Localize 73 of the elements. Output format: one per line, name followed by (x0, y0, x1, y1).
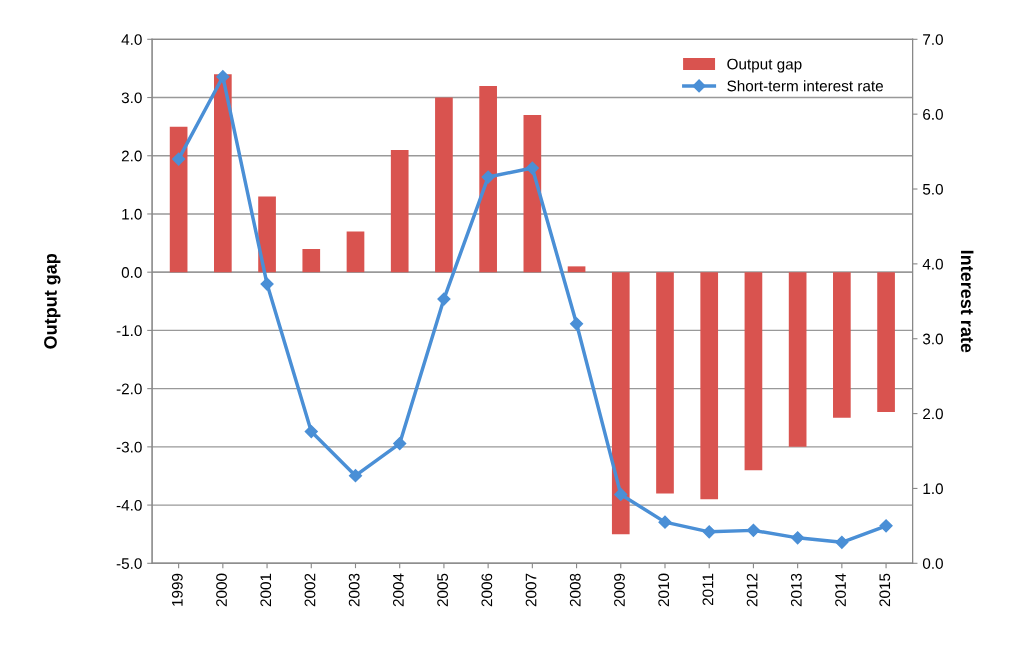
point (835, 535, 849, 549)
point (614, 487, 628, 502)
point (216, 70, 230, 84)
x-tick-label: 2010 (658, 573, 670, 607)
y-tick-label: -4.0 (116, 499, 142, 511)
bar (656, 272, 674, 494)
x-tick-label: 2015 (879, 573, 891, 607)
y2-tick-label: 3.0 (922, 333, 943, 345)
point (525, 161, 539, 175)
y2-tick-label: 5.0 (922, 183, 943, 195)
x-tick-label: 1999 (171, 573, 183, 606)
y2-axis-title: Interest rate (960, 250, 974, 353)
x-tick-label: 2006 (481, 573, 493, 607)
bar (302, 248, 321, 273)
bar (435, 97, 453, 273)
y-tick-label: -2.0 (116, 383, 142, 395)
x-tick-label: 2012 (746, 573, 758, 607)
x-tick-label: 2004 (392, 573, 404, 607)
y-tick-label: 0.0 (121, 267, 142, 278)
point (348, 469, 363, 483)
point (172, 152, 186, 166)
bar (744, 272, 763, 471)
x-tick-label: 2013 (790, 573, 802, 607)
bar (169, 126, 188, 273)
point (437, 292, 451, 306)
y2-tick-label: 6.0 (923, 109, 943, 120)
bar (567, 266, 586, 273)
y2-tick-label: 4.0 (922, 258, 943, 270)
y2-tick-label: 2.0 (923, 408, 943, 420)
bar (523, 114, 542, 273)
y-tick-label: 3.0 (121, 92, 142, 104)
point (746, 523, 761, 537)
x-tick-label: 2007 (525, 573, 537, 607)
x-tick-label: 2009 (614, 573, 625, 607)
x-tick-label: 2002 (304, 573, 316, 607)
legend-label: Output gap (727, 58, 802, 73)
point (791, 531, 805, 545)
point (481, 170, 495, 184)
bar (479, 85, 497, 273)
point (879, 519, 893, 533)
y-tick-label: -5.0 (116, 558, 142, 569)
bar (700, 272, 719, 500)
y-tick-label: -1.0 (116, 325, 142, 337)
x-tick-label: 2008 (569, 573, 581, 607)
y-axis-title: Output gap (44, 253, 61, 349)
bar (611, 272, 630, 535)
y2-tick-label: 0.0 (922, 558, 943, 569)
y-tick-label: -3.0 (116, 441, 142, 453)
point (393, 436, 407, 451)
x-tick-label: 2000 (216, 573, 227, 607)
point (702, 525, 716, 539)
bar (214, 74, 232, 273)
point (658, 515, 672, 529)
bar (390, 149, 409, 273)
point (569, 317, 584, 331)
x-tick-label: 2001 (260, 573, 272, 607)
x-tick-label: 2014 (835, 573, 846, 607)
y2-tick-label: 7.0 (923, 34, 943, 45)
y2-tick-label: 1.0 (923, 483, 943, 495)
y-tick-label: 1.0 (122, 208, 142, 220)
x-tick-label: 2003 (348, 573, 360, 607)
bar (877, 272, 895, 412)
bar (346, 231, 365, 273)
legend-label: Short-term interest rate (727, 80, 883, 92)
point (260, 277, 274, 291)
y-tick-label: 2.0 (121, 150, 142, 162)
bar (788, 272, 807, 447)
y-tick-label: 4.0 (121, 34, 142, 45)
bar (833, 272, 851, 418)
point (304, 424, 318, 439)
x-tick-label: 2005 (437, 573, 449, 607)
bar (258, 196, 276, 273)
x-tick-label: 2011 (702, 573, 714, 606)
